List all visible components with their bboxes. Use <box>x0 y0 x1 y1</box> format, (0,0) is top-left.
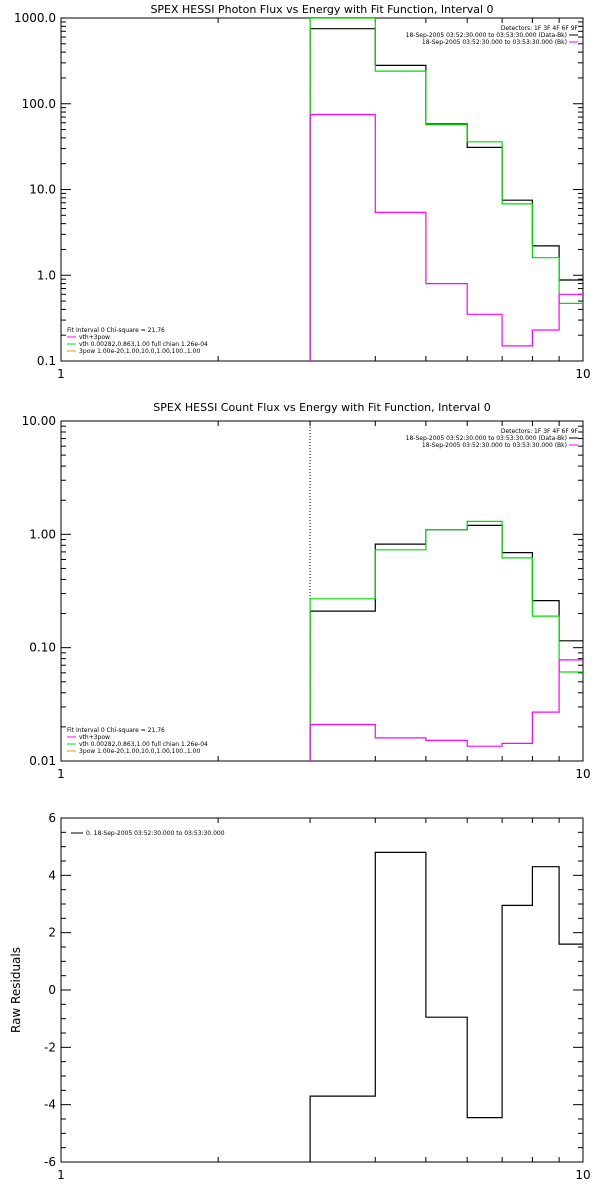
legend-text: vth 0.00282,0.863,1.00 full chian 1.26e-… <box>79 341 208 348</box>
x-tick-label: 10 <box>575 1168 590 1182</box>
legend-text: Detectors: 1F 3F 4F 6F 9F <box>501 428 579 435</box>
x-tick-label: 10 <box>575 767 590 781</box>
chart-panel-2: 1 10 -6 -4 -2 0 2 4 6 Raw Residuals 0. 18-Sep-2005… <box>9 811 591 1182</box>
legend-text: 18-Sep-2005 03:52:30.000 to 03:53:30.000… <box>422 442 567 449</box>
legend-text: 0. 18-Sep-2005 03:52:30.000 to 03:53:30.… <box>86 830 225 837</box>
series-line-1 <box>309 520 583 761</box>
legend-text: 18-Sep-2005 03:52:30.000 to 03:53:30.000… <box>406 435 567 442</box>
y-tick-label: 6 <box>48 811 56 825</box>
series-line-0 <box>309 524 583 761</box>
series-line-2 <box>309 659 583 761</box>
y-axis-label: Raw Residuals <box>9 947 23 1033</box>
y-tick-label: -4 <box>44 1098 56 1112</box>
legend-text: Detectors: 1F 3F 4F 6F 9F <box>501 25 579 32</box>
legend-text: vth+3pow <box>79 734 110 741</box>
x-tick-label: 1 <box>57 767 65 781</box>
plot-frame <box>60 17 584 362</box>
y-tick-label: -6 <box>44 1155 56 1169</box>
x-tick-label: 10 <box>575 367 590 381</box>
series-line-0 <box>309 851 583 1162</box>
series-line-0 <box>309 28 583 361</box>
y-tick-label: 10.00 <box>22 414 56 428</box>
y-tick-label: -2 <box>44 1040 56 1054</box>
y-tick-label: 100.0 <box>22 97 56 111</box>
chart-title: SPEX HESSI Photon Flux vs Energy with Fi… <box>150 3 493 16</box>
legend-text: vth+3pow <box>79 334 110 341</box>
series-line-1 <box>309 18 583 361</box>
y-tick-label: 1.00 <box>29 527 56 541</box>
plot-frame <box>60 420 584 762</box>
chart-panel-1: SPEX HESSI Count Flux vs Energy with Fit… <box>22 401 591 781</box>
y-tick-label: 4 <box>48 868 56 882</box>
chart-title: SPEX HESSI Count Flux vs Energy with Fit… <box>153 401 490 414</box>
chart-panel-0: SPEX HESSI Photon Flux vs Energy with Fi… <box>14 3 591 381</box>
legend-text: 18-Sep-2005 03:52:30.000 to 03:53:30.000… <box>406 32 567 39</box>
plot-frame <box>60 817 584 1163</box>
y-tick-label: 0.1 <box>37 354 56 368</box>
y-tick-label: 0.01 <box>29 754 56 768</box>
y-tick-label: 10.0 <box>29 183 56 197</box>
y-tick-label: 0.10 <box>29 641 56 655</box>
y-tick-label: 0 <box>48 983 56 997</box>
y-tick-label: 1000.0 <box>14 11 56 25</box>
y-tick-label: 2 <box>48 926 56 940</box>
legend-text: vth 0.00282,0.863,1.00 full chian 1.26e-… <box>79 741 208 748</box>
legend-text: 18-Sep-2005 03:52:30.000 to 03:53:30.000… <box>422 39 567 46</box>
legend-text: 3pow 1.00e-20,1.00,10.0,1.00,100.,1.00 <box>79 748 200 755</box>
x-tick-label: 1 <box>57 1168 65 1182</box>
legend-text: Fit Interval 0 Chi-square = 21.76 <box>67 327 165 334</box>
series-line-2 <box>309 113 583 361</box>
y-tick-label: 1.0 <box>37 268 56 282</box>
x-tick-label: 1 <box>57 367 65 381</box>
legend-text: Fit Interval 0 Chi-square = 21.76 <box>67 727 165 734</box>
legend-text: 3pow 1.00e-20,1.00,10.0,1.00,100.,1.00 <box>79 348 200 355</box>
